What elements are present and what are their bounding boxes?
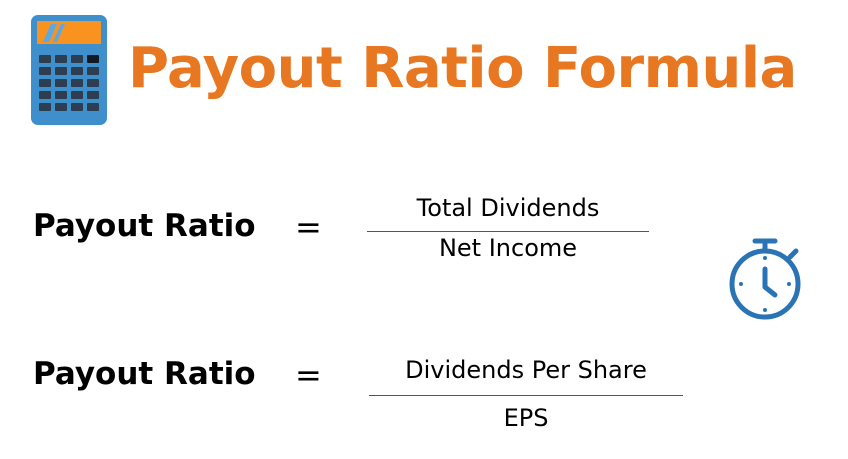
formula-2-lhs: Payout Ratio: [33, 356, 256, 392]
calculator-key: [55, 103, 67, 111]
calculator-key: [87, 91, 99, 99]
calculator-key: [87, 67, 99, 75]
calculator-icon: [31, 15, 107, 125]
formula-2-equals-sign: =: [295, 356, 322, 394]
calculator-key: [39, 67, 51, 75]
formula-2-denominator: EPS: [503, 404, 549, 432]
calculator-key: [87, 79, 99, 87]
calculator-key: [39, 79, 51, 87]
calculator-key: [55, 67, 67, 75]
page-title: Payout Ratio Formula: [128, 36, 797, 101]
formula-1-equals-sign: =: [295, 208, 322, 246]
formula-1-fraction-bar: [367, 231, 649, 232]
calculator-key: [39, 103, 51, 111]
calculator-key: [87, 103, 99, 111]
calculator-key: [71, 55, 83, 63]
calculator-key: [71, 79, 83, 87]
formula-2-fraction-bar: [369, 395, 683, 396]
calculator-key: [39, 91, 51, 99]
formula-1-lhs: Payout Ratio: [33, 208, 256, 244]
formula-1-numerator: Total Dividends: [416, 194, 600, 222]
formula-1-denominator: Net Income: [438, 234, 578, 262]
formula-2-numerator: Dividends Per Share: [405, 356, 647, 384]
calculator-key: [87, 55, 99, 63]
calculator-key: [55, 79, 67, 87]
stopwatch-icon: [729, 238, 801, 320]
calculator-key: [71, 67, 83, 75]
calculator-key: [71, 91, 83, 99]
calculator-key: [71, 103, 83, 111]
calculator-key: [39, 55, 51, 63]
calculator-key: [55, 55, 67, 63]
calculator-key: [55, 91, 67, 99]
